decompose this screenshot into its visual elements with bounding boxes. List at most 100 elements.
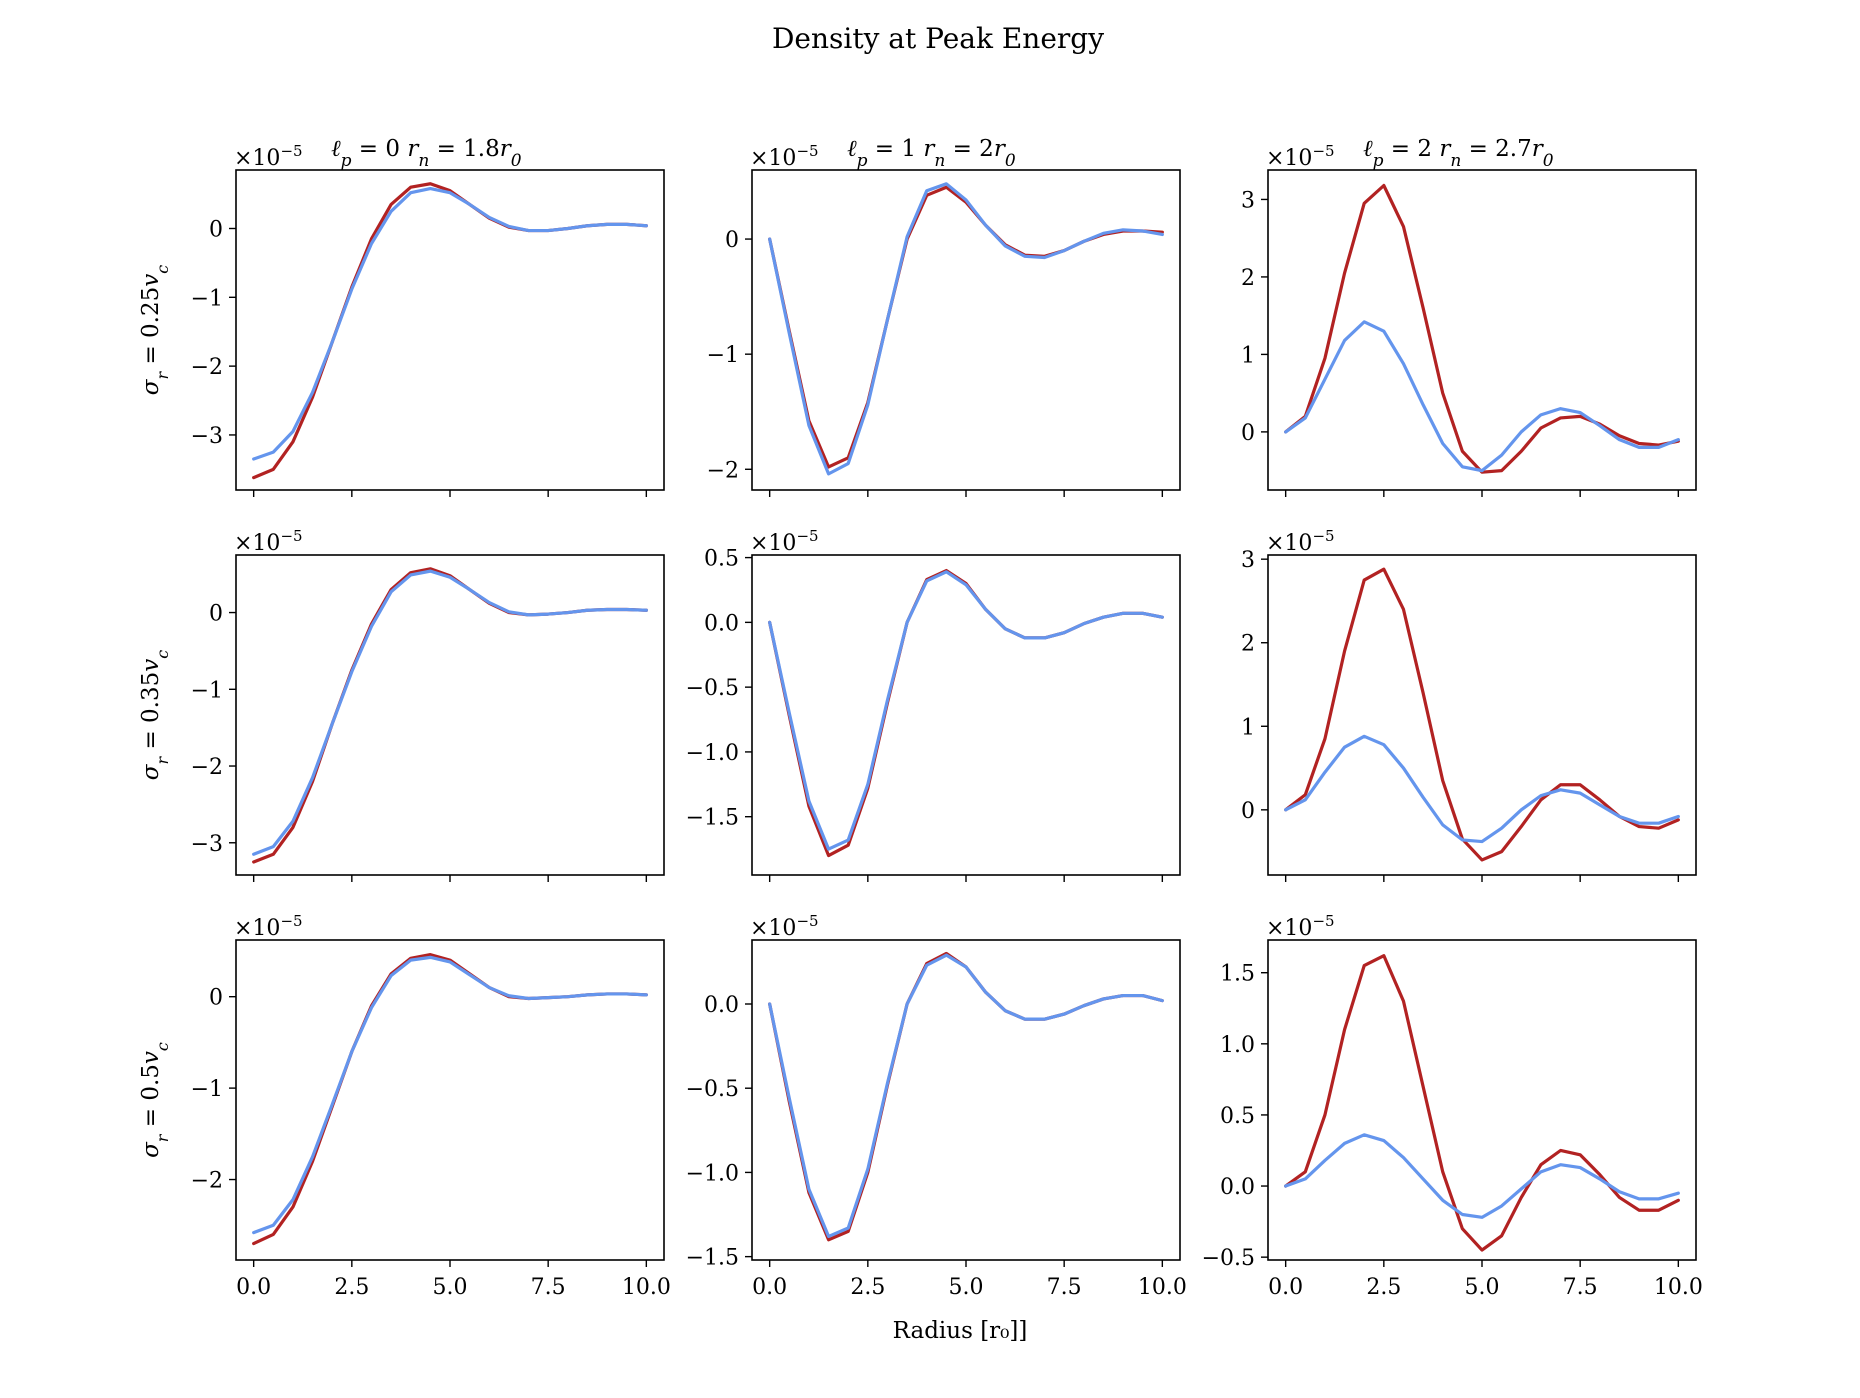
axes-frame xyxy=(235,169,665,491)
y-tick-label: −0.5 xyxy=(1202,1246,1255,1271)
offset-text: ×10−5 xyxy=(1266,527,1335,556)
x-tick-label: 10.0 xyxy=(622,1275,671,1300)
y-tick-label: 3 xyxy=(1241,188,1255,213)
offset-text: ×10−5 xyxy=(750,142,819,171)
series-line-red xyxy=(1284,183,1680,474)
subplot-r1c1: −1.5 −1.0 −0.5 0.0 0.5 ×10−5 xyxy=(686,527,1181,882)
series-line-red xyxy=(1284,954,1680,1252)
offset-text: ×10−5 xyxy=(1266,142,1335,171)
y-tick-label: 0.5 xyxy=(704,547,739,572)
series-line-blue xyxy=(1284,734,1680,844)
y-tick-label: −1 xyxy=(707,343,739,368)
subplot-r2c0: 0.0 2.5 5.0 7.5 10.0 −2 −1 0 ×10−5 σr = 0.5vc xyxy=(138,912,671,1300)
y-tick-label: 0 xyxy=(209,986,223,1011)
subplot-r0c2: 0 1 2 3 ×10−5 ℓp = 2 rn = 2.7r0 xyxy=(1241,136,1697,497)
x-tick-label: 2.5 xyxy=(1366,1275,1401,1300)
offset-text: ×10−5 xyxy=(234,142,303,171)
series-line-blue xyxy=(1284,320,1680,473)
axes-frame xyxy=(1267,939,1697,1261)
series-line-red xyxy=(768,185,1164,469)
axes-frame xyxy=(1267,554,1697,876)
subplot-r2c2: 0.0 2.5 5.0 7.5 10.0 −0.5 0.0 0.5 1.0 1.5 ×10−5 xyxy=(1202,912,1703,1300)
series-line-blue xyxy=(252,569,648,856)
x-tick-label: 2.5 xyxy=(850,1275,885,1300)
subplot-r0c0: −3 −2 −1 0 ×10−5 ℓp = 0 rn = 1.8r0 σr = 0.25vc xyxy=(138,136,665,497)
y-tick-label: 1 xyxy=(1241,343,1255,368)
y-tick-label: 0.5 xyxy=(1220,1104,1255,1129)
subplot-title: ℓp = 2 rn = 2.7r0 xyxy=(1363,136,1554,171)
y-tick-label: −3 xyxy=(191,424,223,449)
x-tick-label: 5.0 xyxy=(1465,1275,1500,1300)
subplot-title: ℓp = 1 rn = 2r0 xyxy=(847,136,1016,171)
y-tick-label: 0 xyxy=(725,228,739,253)
offset-text: ×10−5 xyxy=(234,527,303,556)
y-tick-label: −0.5 xyxy=(686,1077,739,1102)
x-tick-label: 0.0 xyxy=(236,1275,271,1300)
x-tick-label: 7.5 xyxy=(1047,1275,1082,1300)
y-tick-label: −1.5 xyxy=(686,806,739,831)
series-line-red xyxy=(768,951,1164,1242)
y-tick-label: 0 xyxy=(209,602,223,627)
x-tick-label: 0.0 xyxy=(1268,1275,1303,1300)
series-line-blue xyxy=(252,955,648,1235)
y-tick-label: −2 xyxy=(191,1169,223,1194)
offset-text: ×10−5 xyxy=(1266,912,1335,941)
x-tick-label: 0.0 xyxy=(752,1275,787,1300)
y-tick-label: −2 xyxy=(191,755,223,780)
y-tick-label: −1.0 xyxy=(686,1161,739,1186)
y-tick-label: −0.5 xyxy=(686,676,739,701)
x-tick-label: 5.0 xyxy=(949,1275,984,1300)
y-tick-label: −1 xyxy=(191,286,223,311)
offset-text: ×10−5 xyxy=(234,912,303,941)
subplot-grid: −3 −2 −1 0 ×10−5 ℓp = 0 rn = 1.8r0 σr = 0.25vc… xyxy=(138,136,1703,1300)
y-axis-label: σr = 0.25vc xyxy=(138,265,172,395)
offset-text: ×10−5 xyxy=(750,527,819,556)
series-line-blue xyxy=(1284,1133,1680,1219)
x-tick-label: 2.5 xyxy=(334,1275,369,1300)
axes-frame xyxy=(235,554,665,876)
y-tick-label: 0.0 xyxy=(704,611,739,636)
y-tick-label: −3 xyxy=(191,832,223,857)
series-line-red xyxy=(252,182,648,480)
figure-title: Density at Peak Energy xyxy=(772,22,1104,55)
y-tick-label: −1.0 xyxy=(686,741,739,766)
series-line-blue xyxy=(252,186,648,461)
x-tick-label: 10.0 xyxy=(1654,1275,1703,1300)
series-line-red xyxy=(768,568,1164,858)
x-tick-label: 10.0 xyxy=(1138,1275,1187,1300)
y-tick-label: 0 xyxy=(1241,799,1255,824)
y-tick-label: 0.0 xyxy=(704,993,739,1018)
series-line-blue xyxy=(768,570,1164,851)
offset-text: ×10−5 xyxy=(750,912,819,941)
series-line-blue xyxy=(768,953,1164,1239)
subplot-r2c1: 0.0 2.5 5.0 7.5 10.0 −1.5 −1.0 −0.5 0.0 ×10−5 xyxy=(686,912,1187,1300)
x-tick-label: 7.5 xyxy=(1563,1275,1598,1300)
y-tick-label: 0 xyxy=(1241,421,1255,446)
y-axis-label: σr = 0.35vc xyxy=(138,650,172,780)
y-tick-label: 2 xyxy=(1241,266,1255,291)
series-line-blue xyxy=(768,182,1164,476)
y-tick-label: 1.5 xyxy=(1220,962,1255,987)
x-tick-label: 7.5 xyxy=(531,1275,566,1300)
y-tick-label: −2 xyxy=(707,458,739,483)
series-line-red xyxy=(252,953,648,1246)
subplot-r1c0: −3 −2 −1 0 ×10−5 σr = 0.35vc xyxy=(138,527,665,882)
subplot-r1c2: 0 1 2 3 ×10−5 xyxy=(1241,527,1697,882)
y-tick-label: 0 xyxy=(209,217,223,242)
y-axis-label: σr = 0.5vc xyxy=(138,1042,172,1158)
subplot-r0c1: −2 −1 0 ×10−5 ℓp = 1 rn = 2r0 xyxy=(707,136,1181,497)
series-line-red xyxy=(252,567,648,864)
y-tick-label: −1.5 xyxy=(686,1246,739,1271)
y-tick-label: 3 xyxy=(1241,548,1255,573)
y-tick-label: −2 xyxy=(191,355,223,380)
x-tick-label: 5.0 xyxy=(433,1275,468,1300)
axes-frame xyxy=(235,939,665,1261)
y-tick-label: 1 xyxy=(1241,715,1255,740)
y-tick-label: 2 xyxy=(1241,632,1255,657)
y-tick-label: −1 xyxy=(191,678,223,703)
x-axis-label: Radius [r₀]] xyxy=(893,1318,1028,1344)
subplot-title: ℓp = 0 rn = 1.8r0 xyxy=(331,136,522,171)
y-tick-label: 0.0 xyxy=(1220,1175,1255,1200)
y-tick-label: 1.0 xyxy=(1220,1033,1255,1058)
